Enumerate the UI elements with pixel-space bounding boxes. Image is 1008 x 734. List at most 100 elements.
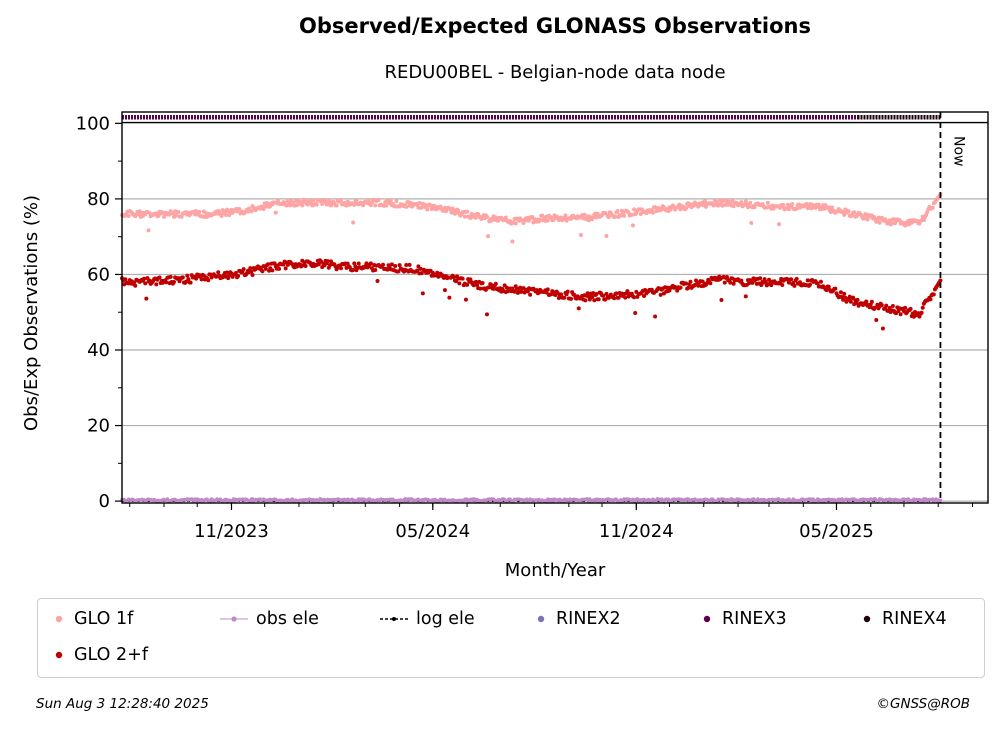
glo-2f-point [594, 291, 599, 296]
glo-1f-point [373, 203, 378, 208]
glo-2f-point [249, 269, 254, 274]
glo-2f-point [504, 285, 509, 290]
glo-2f-point [545, 287, 550, 292]
timestamp: Sun Aug 3 12:28:40 2025 [36, 696, 209, 712]
glo-1f-point [126, 213, 131, 218]
glo-2f-point [601, 293, 606, 298]
glo-1f-point [352, 202, 357, 207]
glo-2f-point [873, 305, 878, 310]
glo-1f-point [465, 209, 470, 214]
glo-2f-point [188, 280, 193, 285]
glo-2f-point [364, 261, 369, 266]
glo-2f-point [653, 314, 658, 319]
glo-1f-point [473, 215, 478, 220]
glo-1f-point [136, 212, 141, 217]
glo-2f-point [898, 312, 903, 317]
glo-2f-point [590, 295, 595, 300]
glo-2f-point [454, 279, 459, 284]
glo-2f-point [743, 294, 748, 299]
glo-2f-point [805, 278, 810, 283]
glo-2f-point [614, 291, 619, 296]
glo-1f-point [462, 214, 467, 219]
legend-item-rinex3: RINEX3 [700, 607, 787, 631]
grid-lines [122, 122, 988, 502]
glo-1f-point [249, 209, 254, 214]
glo-2f-point [797, 280, 802, 285]
glo-2f-point [180, 275, 185, 280]
glo-2f-point [451, 275, 456, 280]
legend-marker-glo-1f [55, 615, 63, 623]
glo-1f-point [376, 197, 381, 202]
glo-2f-point [696, 283, 701, 288]
glo-1f-point [582, 212, 587, 217]
glo-2f-point [277, 266, 282, 271]
glo-2f-point [686, 285, 691, 290]
glo-2f-point [133, 283, 138, 288]
glo-2f-point [815, 281, 820, 286]
glo-1f-point [513, 221, 518, 226]
glo-1f-point [361, 203, 366, 208]
glo-2f-point [338, 266, 343, 271]
glo-1f-point [197, 209, 202, 214]
glo-1f-point [653, 205, 658, 210]
y-tick-label: 20 [87, 416, 110, 437]
glo-2f-point [171, 280, 176, 285]
glo-1f-point [862, 216, 867, 221]
glo-1f-point [852, 210, 857, 215]
glo-2f-point [833, 286, 838, 291]
glo-2f-point [592, 298, 597, 303]
glo-2f-point [123, 277, 128, 282]
glo-2f-point [418, 266, 423, 271]
glo-2f-point [767, 277, 772, 282]
glo-1f-point [790, 201, 795, 206]
glo-2f-point [864, 299, 869, 304]
glo-1f-point [311, 198, 316, 203]
glo-1f-point [619, 208, 624, 213]
glo-1f-point [749, 220, 754, 225]
glo-2f-point [585, 291, 590, 296]
glo-2f-point [225, 270, 230, 275]
copyright: ©GNSS@ROB [876, 696, 971, 712]
glo-1f-point [334, 203, 339, 208]
glo-1f-point [877, 220, 882, 225]
glo-2f-point [263, 266, 268, 271]
glo-2f-point [855, 297, 860, 302]
glo-2f-point [407, 262, 412, 267]
glo-1f-point [351, 220, 356, 225]
glo-2f-point [157, 275, 162, 280]
glo-2f-point [475, 282, 480, 287]
glo-1f-point [720, 203, 725, 208]
glo-1f-point [320, 202, 325, 207]
glo-2f-point [351, 268, 356, 273]
glo-2f-point [675, 288, 680, 293]
y-tick-label: 100 [76, 113, 110, 134]
glo-2f-point [583, 298, 588, 303]
legend: GLO 1f obs ele log ele RINEX2 RINEX3 RIN… [37, 598, 985, 678]
x-tick-label: 11/2023 [194, 521, 269, 542]
glo-1f-point [527, 218, 532, 223]
legend-item-rinex4: RINEX4 [860, 607, 947, 631]
glo-2f-point [758, 276, 763, 281]
legend-label: log ele [416, 609, 475, 629]
glo-2f-point [241, 267, 246, 272]
glo-2f-point [233, 271, 238, 276]
glo-1f-point [538, 217, 543, 222]
glo-1f-point [388, 198, 393, 203]
glo-2f-point [381, 262, 386, 267]
glo-1f-point [630, 223, 635, 228]
legend-label: RINEX2 [556, 609, 621, 629]
glo-2f-point [931, 292, 936, 297]
x-tick-label: 11/2024 [599, 521, 674, 542]
glo-1f-point [776, 222, 781, 227]
glo-1f-point [484, 214, 489, 219]
glo-2f-point [528, 292, 533, 297]
glo-1f-point [404, 204, 409, 209]
glo-1f-point [715, 200, 720, 205]
glo-2f-point [938, 278, 943, 283]
legend-item-log-ele: log ele [380, 607, 475, 631]
glo-1f-point [503, 215, 508, 220]
glo-1f-point [604, 234, 609, 239]
glo-2f-point [880, 326, 885, 331]
legend-marker-log-ele [380, 617, 408, 621]
glo-1f-point [613, 214, 618, 219]
